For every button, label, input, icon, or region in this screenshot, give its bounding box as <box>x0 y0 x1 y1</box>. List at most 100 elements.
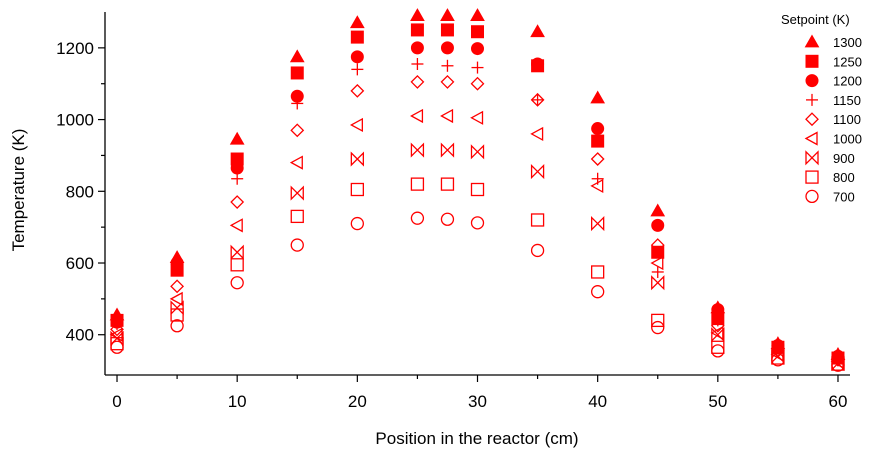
y-tick-label: 600 <box>66 254 94 273</box>
x-tick-label: 60 <box>829 392 848 411</box>
legend-marker <box>805 189 819 204</box>
data-point <box>651 265 664 278</box>
x-tick-label: 50 <box>708 392 727 411</box>
legend-item: 1200 <box>805 74 862 89</box>
x-axis-title: Position in the reactor (cm) <box>375 429 578 448</box>
plot-layer <box>109 8 846 372</box>
legend-item: 1150 <box>806 93 861 108</box>
data-point <box>530 164 545 180</box>
data-point <box>470 144 485 160</box>
data-point <box>110 322 124 337</box>
data-point <box>110 337 124 351</box>
data-point <box>230 276 244 290</box>
data-point <box>440 41 454 55</box>
legend-marker <box>804 131 818 146</box>
data-point <box>290 185 304 201</box>
data-point <box>349 117 363 133</box>
data-point <box>230 161 244 175</box>
legend-label: 1300 <box>833 35 862 50</box>
data-point <box>290 238 304 252</box>
data-point <box>350 30 364 44</box>
series-800 <box>110 177 845 371</box>
data-point <box>711 340 725 354</box>
y-tick-label: 1000 <box>56 111 94 130</box>
y-tick-label: 1200 <box>56 39 94 58</box>
data-point <box>590 90 606 104</box>
data-point <box>530 126 544 142</box>
data-point <box>229 218 243 233</box>
legend-item: 800 <box>805 170 855 185</box>
legend-item: 1250 <box>805 54 862 69</box>
data-point <box>711 303 725 317</box>
data-point <box>710 318 725 333</box>
data-point <box>470 216 485 230</box>
data-point <box>440 23 454 37</box>
data-point <box>440 177 455 191</box>
data-point <box>170 300 184 316</box>
legend-marker <box>804 34 820 48</box>
data-point <box>291 97 304 110</box>
data-point <box>231 172 244 185</box>
data-point <box>471 42 484 56</box>
legend-label: 800 <box>833 170 855 185</box>
data-point <box>349 15 365 29</box>
data-point <box>470 182 485 197</box>
data-point <box>470 110 484 125</box>
data-point <box>350 50 364 64</box>
legend: Setpoint (K) 1300 1250 1200 1150 1100 1000 900… <box>781 12 862 204</box>
data-point <box>440 142 455 158</box>
data-point <box>289 49 305 63</box>
x-tick-label: 10 <box>228 392 247 411</box>
data-point <box>771 353 785 367</box>
data-point <box>591 122 605 136</box>
x-tick-label: 40 <box>588 392 607 411</box>
legend-item: 1300 <box>804 34 862 50</box>
y-tick-label: 800 <box>66 182 94 201</box>
x-tick-label: 0 <box>112 392 121 411</box>
x-tick-label: 30 <box>468 392 487 411</box>
legend-item: 1000 <box>804 131 862 147</box>
data-point <box>591 134 605 148</box>
data-point <box>230 258 244 272</box>
legend-marker <box>805 74 819 88</box>
data-point <box>650 238 665 253</box>
data-point <box>651 275 665 291</box>
data-point <box>410 41 424 55</box>
legend-title: Setpoint (K) <box>781 12 850 27</box>
data-point <box>441 59 454 72</box>
axes-layer: 0 10 20 30 40 50 60 400 600 800 1000 1200 <box>56 12 850 411</box>
data-point <box>651 218 665 232</box>
data-point <box>170 279 185 294</box>
data-point <box>410 8 425 21</box>
data-point <box>471 25 484 39</box>
data-point <box>110 340 124 354</box>
series-900 <box>110 142 845 371</box>
data-point <box>531 93 544 106</box>
data-point <box>591 265 605 279</box>
legend-marker <box>805 170 819 184</box>
data-point <box>350 182 364 197</box>
legend-label: 900 <box>833 151 855 166</box>
data-point <box>470 8 485 21</box>
series-1150 <box>111 57 844 365</box>
data-point <box>440 75 455 89</box>
legend-label: 1000 <box>833 132 862 147</box>
data-point <box>531 57 545 71</box>
data-point <box>651 320 665 335</box>
data-point <box>289 155 303 170</box>
data-point <box>410 211 425 225</box>
data-point <box>229 131 245 145</box>
data-point <box>411 57 424 70</box>
data-point <box>170 319 184 333</box>
series-1250 <box>110 23 845 365</box>
data-point <box>530 24 545 38</box>
data-point <box>591 285 605 299</box>
data-point <box>530 92 545 107</box>
data-point <box>350 151 364 167</box>
data-point <box>530 243 545 258</box>
data-point <box>350 216 364 231</box>
data-point <box>410 177 425 191</box>
data-point <box>410 75 425 89</box>
data-point <box>410 142 425 158</box>
